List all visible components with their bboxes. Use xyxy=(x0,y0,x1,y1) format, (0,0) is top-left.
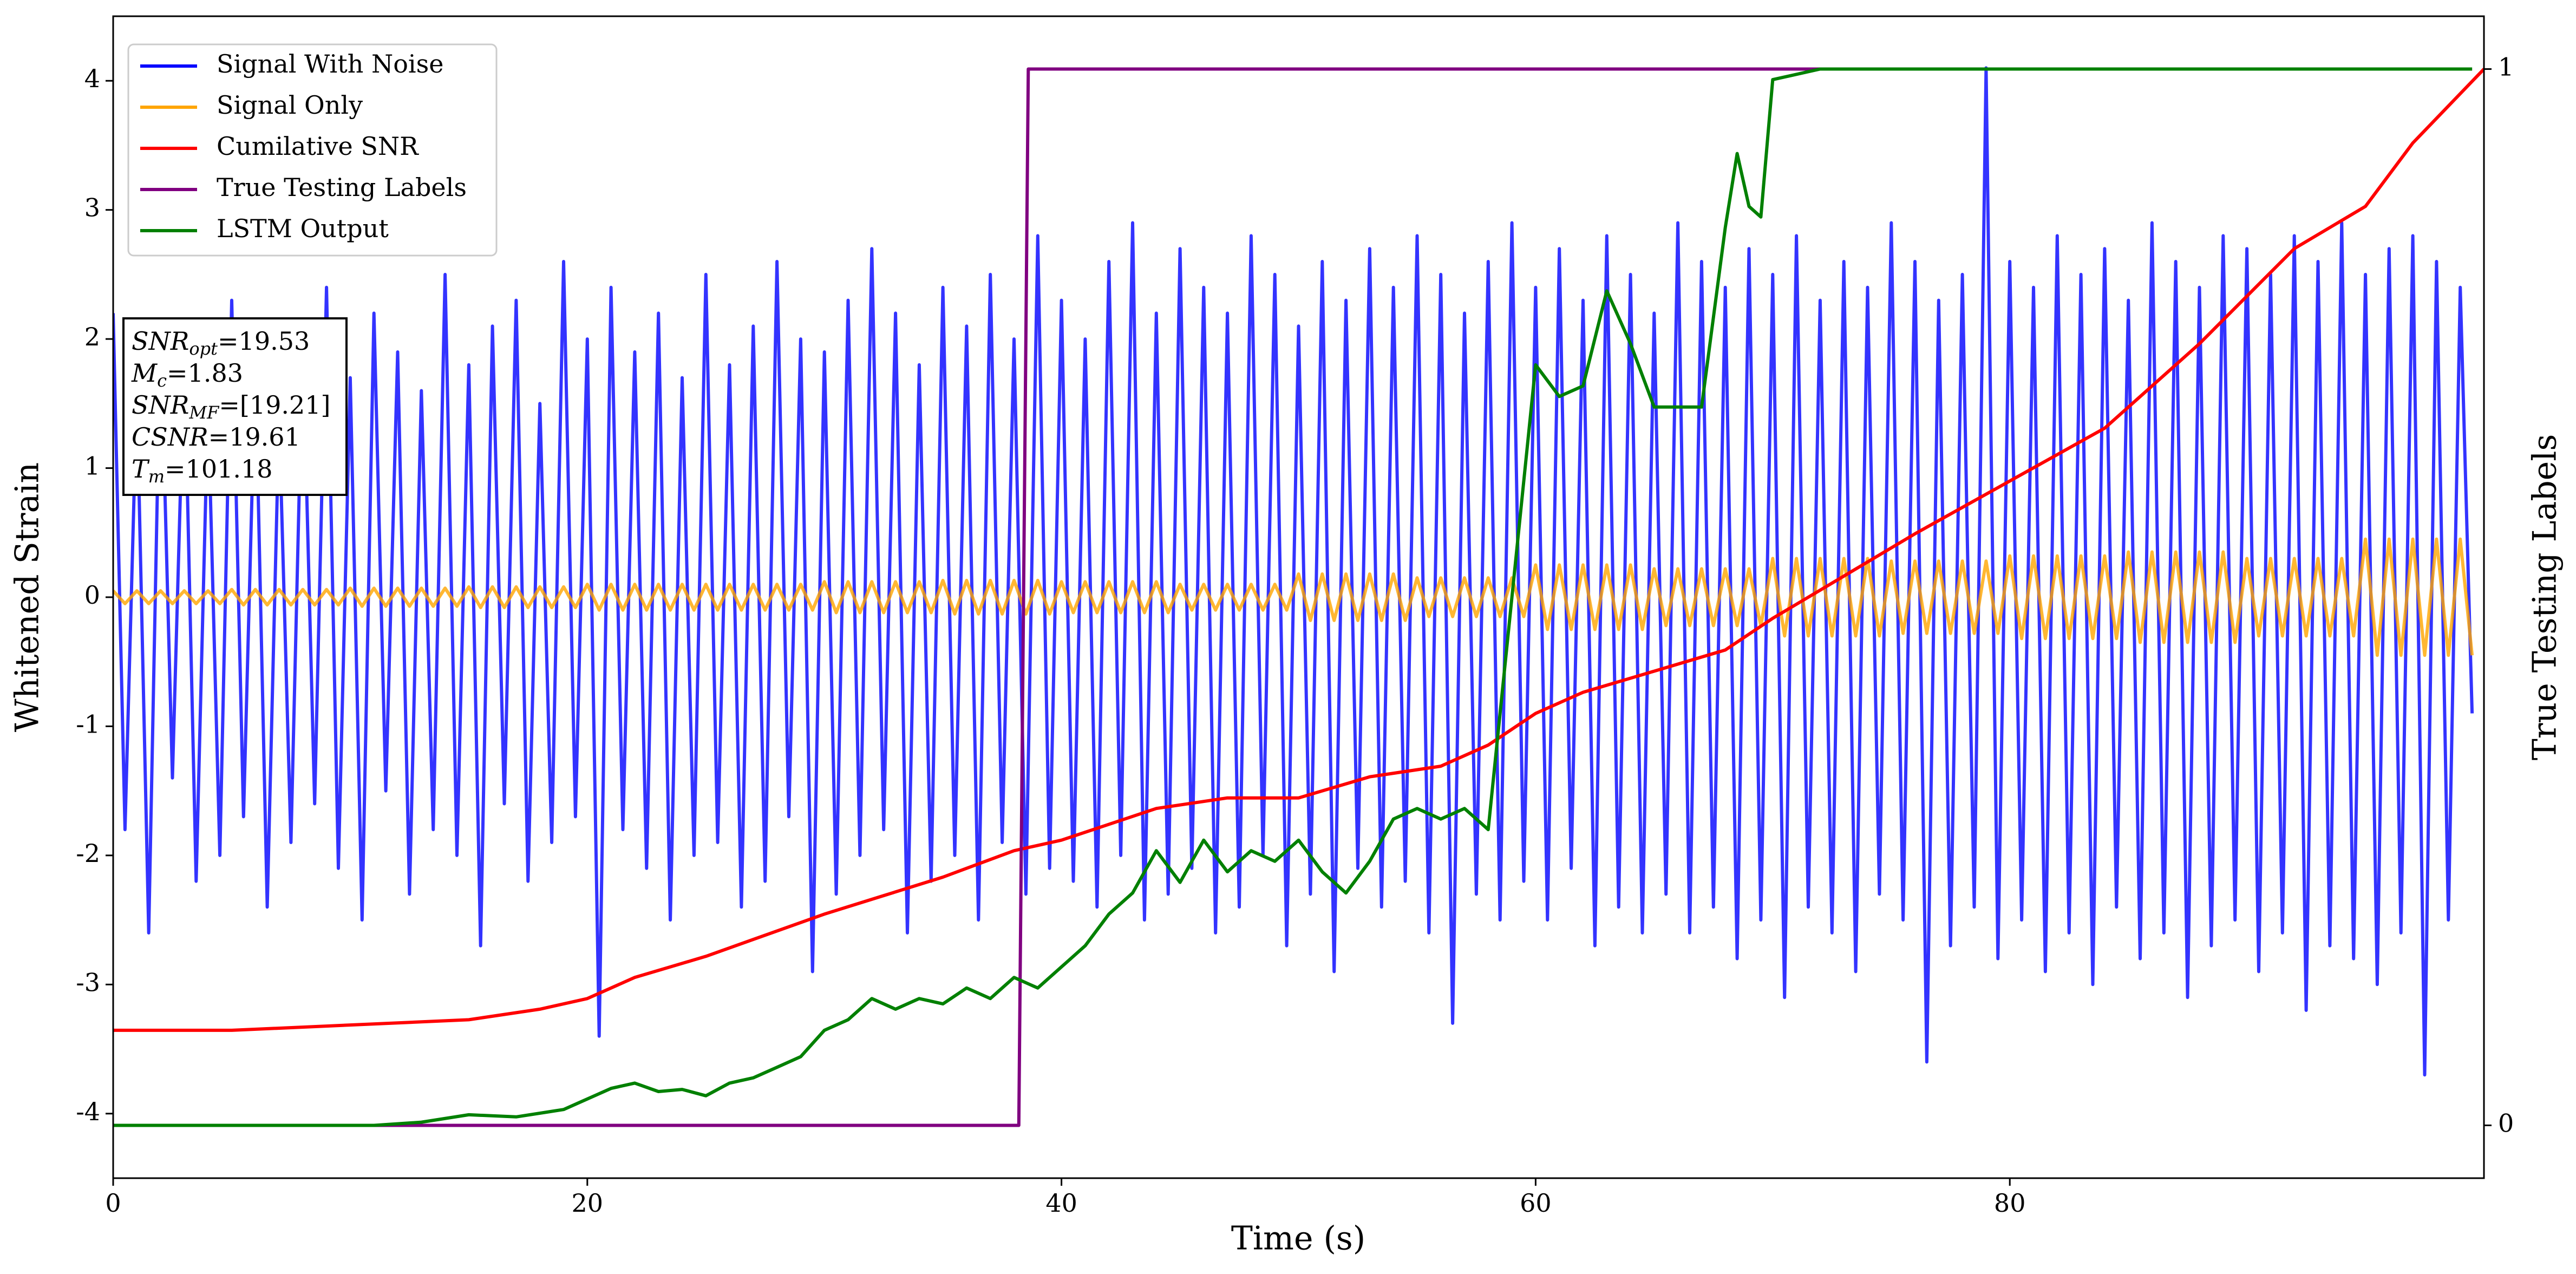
annotation-sub: MF xyxy=(188,402,220,423)
y-tick-label: -3 xyxy=(76,968,100,997)
annotation-value: =1.83 xyxy=(167,358,243,388)
y-tick-label: -2 xyxy=(76,839,100,868)
y-tick-label: -1 xyxy=(76,709,100,739)
x-tick-label: 20 xyxy=(572,1188,604,1218)
annotation-value: =101.18 xyxy=(165,454,273,484)
series-line xyxy=(113,67,2473,1127)
series-line xyxy=(113,537,2474,657)
series-line xyxy=(113,68,2484,1032)
x-axis-label: Time (s) xyxy=(1231,1220,1365,1258)
plot-area xyxy=(113,66,2484,1127)
annotation-main: CSNR xyxy=(132,422,208,452)
annotation-value: =19.61 xyxy=(208,422,300,452)
x-tick-label: 40 xyxy=(1045,1188,1077,1218)
x-tick-label: 60 xyxy=(1520,1188,1552,1218)
annotation: Tm=101.18 xyxy=(132,454,273,487)
annotation-sub: m xyxy=(148,466,165,487)
legend-label: Cumilative SNR xyxy=(217,132,419,161)
annotation-main: M xyxy=(131,358,158,388)
series-line xyxy=(113,66,2474,1077)
y2-tick-label: 1 xyxy=(2498,53,2514,82)
x-tick-label: 80 xyxy=(1994,1188,2026,1218)
annotation-sub: c xyxy=(157,370,167,391)
annotation-sub: opt xyxy=(189,338,218,359)
annotation-main: SNR xyxy=(132,390,189,420)
y-tick-label: 3 xyxy=(84,193,100,223)
plot-frame xyxy=(112,15,2485,1179)
annotation-value: =19.53 xyxy=(218,326,310,356)
legend-label: Signal Only xyxy=(217,90,363,120)
legend-box xyxy=(127,43,498,257)
y2-axis-label: True Testing Labels xyxy=(2526,434,2564,761)
y-tick-label: -4 xyxy=(76,1097,100,1126)
y-tick-label: 4 xyxy=(84,64,100,93)
y-axis-label: Whitened Strain xyxy=(9,462,47,732)
annotation-box xyxy=(122,317,348,496)
legend-label: True Testing Labels xyxy=(217,173,467,202)
legend-label: LSTM Output xyxy=(217,214,389,243)
y-tick-label: 2 xyxy=(84,322,100,351)
annotation-value: =[19.21] xyxy=(219,390,330,420)
series-line xyxy=(113,67,2473,1127)
annotation: SNRopt=19.53 xyxy=(132,326,310,359)
y2-tick-label: 0 xyxy=(2498,1108,2514,1138)
y-tick-label: 1 xyxy=(84,452,100,481)
annotation-main: T xyxy=(132,454,150,484)
annotation: SNRMF=[19.21] xyxy=(132,390,331,423)
legend-label: Signal With Noise xyxy=(217,49,443,79)
y-tick-label: 0 xyxy=(84,580,100,610)
annotation: CSNR=19.61 xyxy=(132,422,300,452)
annotation-main: SNR xyxy=(132,326,189,356)
annotation: Mc=1.83 xyxy=(131,358,243,391)
x-tick-label: 0 xyxy=(105,1188,121,1218)
